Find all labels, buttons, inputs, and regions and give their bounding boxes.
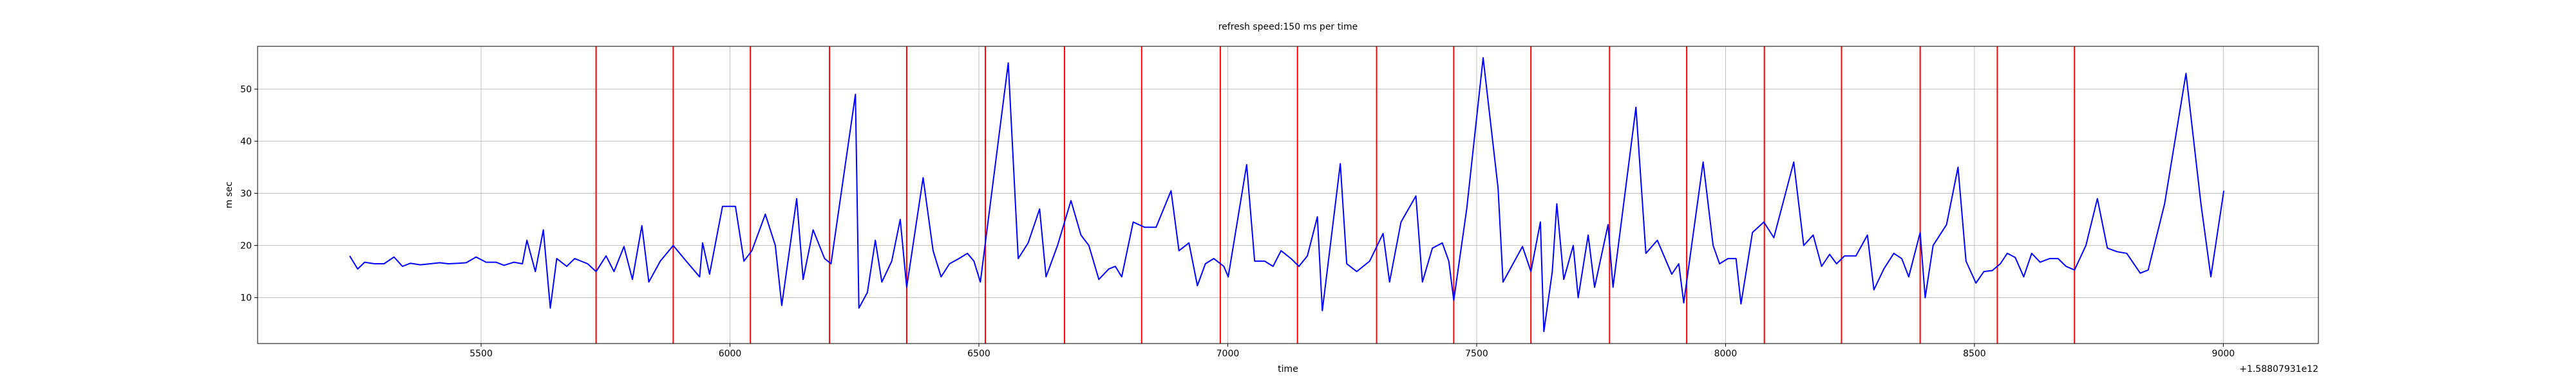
y-tick-label: 30: [240, 189, 252, 199]
x-tick-label: 7500: [1465, 349, 1488, 359]
chart-title: refresh speed:150 ms per time: [1218, 22, 1358, 32]
x-offset-label: +1.58807931e12: [2239, 364, 2318, 374]
x-tick-label: 6500: [967, 349, 990, 359]
x-tick-label: 8500: [1963, 349, 1986, 359]
x-tick-label: 6000: [719, 349, 742, 359]
x-tick-label: 9000: [2212, 349, 2235, 359]
y-tick-label: 50: [240, 84, 252, 95]
plot-frame: [257, 46, 2319, 344]
y-tick-label: 40: [240, 137, 252, 147]
x-tick-label: 8000: [1714, 349, 1738, 359]
y-tick-label: 10: [240, 293, 252, 304]
data-line: [349, 57, 2225, 333]
y-axis-label: m sec: [224, 181, 234, 208]
y-tick-label: 20: [240, 241, 252, 252]
x-tick-label: 5500: [469, 349, 493, 359]
x-axis-label: time: [1278, 364, 1298, 374]
x-tick-label: 7000: [1217, 349, 1240, 359]
